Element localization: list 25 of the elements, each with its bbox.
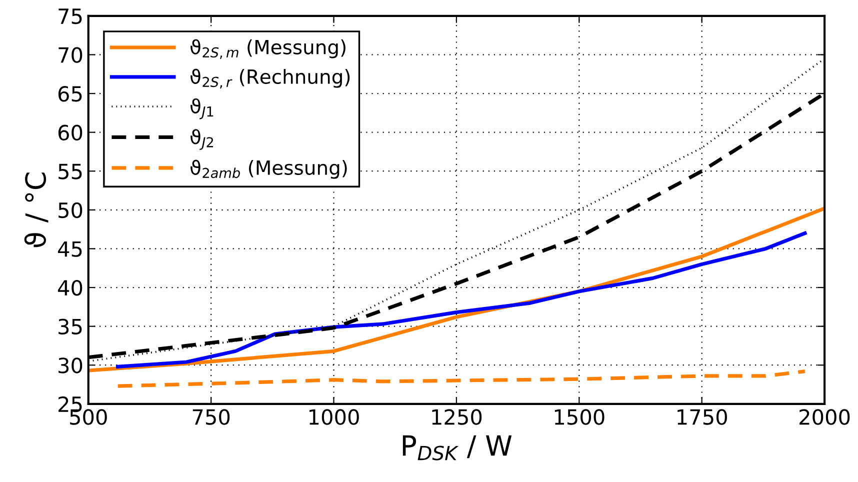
- x-tick-label: 1500: [554, 409, 604, 425]
- y-tick-label: 45: [58, 241, 82, 257]
- y-tick-label: 70: [58, 47, 82, 63]
- legend-label: ϑ$_{2S,m}$ (Messung): [190, 39, 346, 59]
- y-tick-label: 50: [58, 202, 82, 218]
- x-tick-label: 1250: [432, 409, 482, 425]
- x-tick-label: 2000: [800, 409, 850, 425]
- x-tick-label: 1000: [310, 409, 359, 425]
- legend-label: ϑ$_{2S,r}$ (Rechnung): [190, 68, 350, 88]
- y-tick-label: 40: [58, 280, 82, 296]
- line-series: [116, 231, 807, 368]
- legend-label: ϑ$_{J2}$: [190, 129, 214, 150]
- legend-label: ϑ$_{2amb}$ (Messung): [190, 160, 347, 179]
- y-tick-label: 60: [58, 124, 82, 141]
- x-tick-label: 750: [192, 409, 230, 425]
- y-tick-label: 65: [58, 86, 82, 102]
- y-tick-label: 75: [58, 8, 82, 24]
- legend-label: ϑ$_{J1}$: [190, 98, 214, 120]
- x-tick-label: 1750: [678, 409, 727, 425]
- x-axis-title: P$_{DSK}$ / W: [402, 435, 512, 460]
- y-tick-label: 55: [58, 164, 82, 180]
- line-series: [116, 370, 807, 388]
- y-axis-title: ϑ / °C: [24, 172, 48, 248]
- y-tick-label: 35: [58, 318, 82, 335]
- y-tick-label: 30: [58, 358, 82, 374]
